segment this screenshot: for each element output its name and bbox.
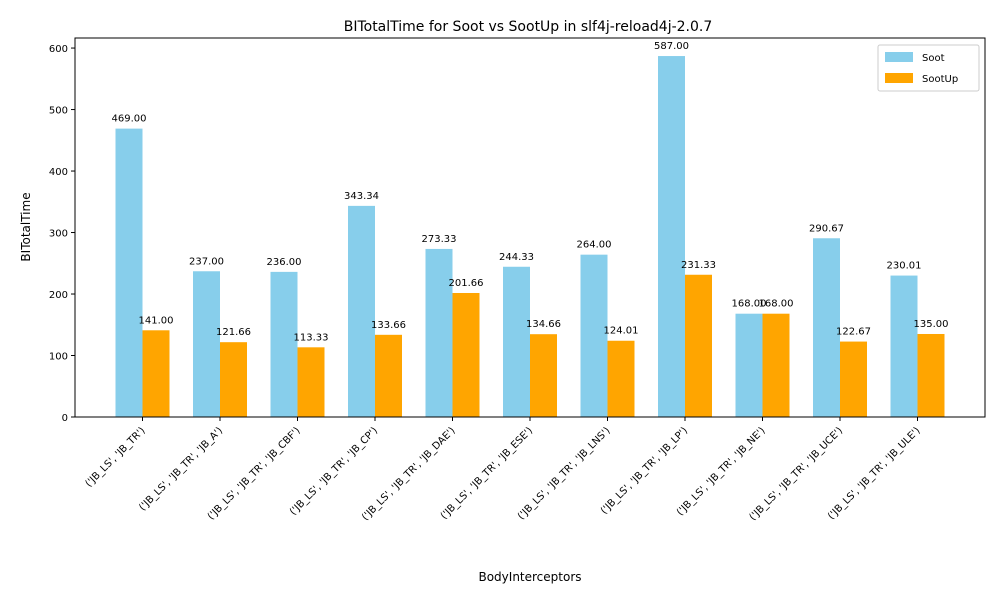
soot-bar-7 — [658, 56, 685, 418]
soot-bar-label-5: 244.33 — [499, 252, 534, 263]
sootup-bar-10 — [917, 333, 945, 417]
sootup-bar-6 — [607, 340, 635, 417]
sootup-bar-label-9: 122.67 — [836, 327, 871, 338]
y-tick-label-1: 100 — [49, 352, 68, 363]
soot-bar-label-10: 230.01 — [887, 261, 922, 272]
soot-bar-label-3: 343.34 — [344, 191, 379, 202]
sootup-bar-0 — [142, 330, 170, 417]
x-axis: ('JB_LS', 'JB_TR')('JB_LS', 'JB_TR', 'JB… — [83, 417, 923, 523]
x-tick-label-10: ('JB_LS', 'JB_TR', 'JB_ULE') — [826, 425, 923, 522]
sootup-bar-5 — [530, 334, 557, 417]
sootup-bar-label-7: 231.33 — [681, 260, 716, 271]
soot-bar-label-2: 236.00 — [267, 257, 302, 268]
sootup-bar-2 — [297, 347, 325, 417]
x-tick-label-7: ('JB_LS', 'JB_TR', 'JB_LP') — [599, 425, 690, 516]
legend-swatch-sootup — [885, 73, 913, 83]
y-tick-label-4: 400 — [49, 167, 68, 178]
soot-bar-label-7: 587.00 — [654, 41, 689, 52]
soot-bar-5 — [503, 266, 530, 417]
sootup-bar-4 — [452, 292, 480, 417]
y-tick-label-0: 0 — [62, 413, 68, 424]
sootup-bar-label-8: 168.00 — [759, 299, 794, 310]
sootup-bar-9 — [840, 341, 867, 417]
y-axis-title: BITotalTime — [19, 192, 33, 261]
sootup-bar-label-4: 201.66 — [449, 278, 484, 289]
soot-bar-label-0: 469.00 — [112, 114, 147, 125]
sootup-bar-label-10: 135.00 — [914, 319, 949, 330]
soot-bar-4 — [425, 248, 453, 417]
sootup-bar-3 — [375, 334, 402, 417]
legend-label-soot: Soot — [922, 53, 945, 64]
soot-bar-9 — [813, 238, 840, 417]
sootup-bar-7 — [685, 274, 712, 417]
soot-bar-label-9: 290.67 — [809, 223, 844, 234]
soot-bar-label-8: 168.00 — [732, 299, 767, 310]
x-tick-label-3: ('JB_LS', 'JB_TR', 'JB_CP') — [288, 425, 380, 517]
y-axis: 0 100 200 300 400 500 600 — [49, 44, 75, 424]
x-axis-title: BodyInterceptors — [478, 570, 581, 584]
soot-bar-0 — [115, 128, 143, 417]
soot-bar-6 — [580, 254, 608, 417]
x-tick-label-8: ('JB_LS', 'JB_TR', 'JB_NE') — [675, 425, 768, 518]
legend-label-sootup: SootUp — [922, 74, 958, 85]
y-tick-label-2: 200 — [49, 290, 68, 301]
y-tick-label-5: 500 — [49, 106, 68, 117]
y-tick-label-3: 300 — [49, 229, 68, 240]
sootup-bar-label-6: 124.01 — [604, 326, 639, 337]
soot-bar-2 — [270, 271, 298, 417]
plot-frame — [74, 37, 986, 418]
bars-group — [115, 56, 945, 418]
soot-bar-8 — [735, 313, 763, 417]
soot-bar-10 — [890, 275, 918, 417]
sootup-bar-label-2: 113.33 — [294, 332, 329, 343]
chart-title: BITotalTime for Soot vs SootUp in slf4j-… — [344, 19, 713, 35]
x-tick-label-5: ('JB_LS', 'JB_TR', 'JB_ESE') — [439, 425, 536, 522]
y-tick-label-6: 600 — [49, 44, 68, 55]
x-tick-label-1: ('JB_LS', 'JB_TR', 'JB_A') — [137, 425, 225, 513]
sootup-bar-label-1: 121.66 — [216, 327, 251, 338]
sootup-bar-8 — [762, 313, 790, 417]
sootup-bar-label-5: 134.66 — [526, 319, 561, 330]
bar-labels-group: 469.00 237.00 236.00 343.34 273.33 244.33 264.… — [112, 41, 949, 343]
sootup-bar-label-3: 133.66 — [371, 320, 406, 331]
soot-bar-label-6: 264.00 — [577, 240, 612, 251]
soot-bar-label-1: 237.00 — [189, 256, 224, 267]
soot-bar-label-4: 273.33 — [422, 234, 457, 245]
soot-bar-3 — [348, 205, 375, 417]
sootup-bar-label-0: 141.00 — [139, 315, 174, 326]
legend-swatch-soot — [885, 52, 913, 62]
soot-bar-1 — [193, 271, 220, 417]
legend: Soot SootUp — [877, 44, 980, 92]
x-tick-label-0: ('JB_LS', 'JB_TR') — [83, 425, 147, 489]
sootup-bar-1 — [220, 342, 247, 417]
x-tick-label-6: ('JB_LS', 'JB_TR', 'JB_LNS') — [516, 425, 613, 522]
x-tick-label-2: ('JB_LS', 'JB_TR', 'JB_CBF') — [206, 425, 303, 522]
